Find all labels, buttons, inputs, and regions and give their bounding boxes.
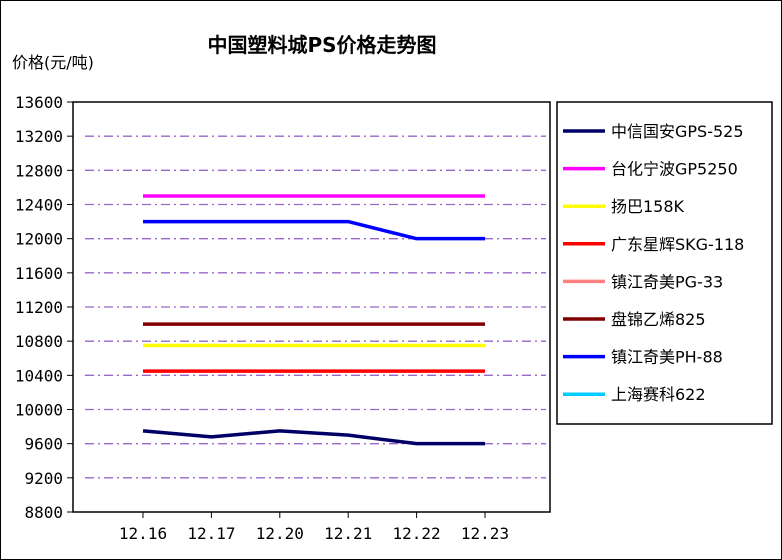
legend-entry-label: 广东星辉SKG-118 <box>611 235 744 254</box>
y-tick-label: 11600 <box>15 264 63 283</box>
y-tick-label: 10400 <box>15 366 63 385</box>
x-tick-label: 12.20 <box>256 524 304 543</box>
series-line-7 <box>143 219 485 241</box>
y-axis-label: 价格(元/吨) <box>12 53 94 72</box>
y-tick-label: 13600 <box>15 93 63 112</box>
y-tick-label: 12800 <box>15 161 63 180</box>
x-tick-label: 12.17 <box>187 524 235 543</box>
legend-entry-label: 台化宁波GP5250 <box>611 160 738 179</box>
x-tick-label: 12.22 <box>393 524 441 543</box>
legend-entry-label: 盘锦乙烯825 <box>611 310 706 329</box>
y-tick-label: 13200 <box>15 127 63 146</box>
legend-entry-label: 扬巴158K <box>611 197 685 216</box>
legend-box <box>556 101 773 425</box>
x-tick-label: 12.23 <box>461 524 509 543</box>
legend-entry-label: 镇江奇美PH-88 <box>611 348 723 367</box>
y-tick-label: 11200 <box>15 298 63 317</box>
y-tick-label: 8800 <box>24 503 63 522</box>
y-tick-label: 9600 <box>24 435 63 454</box>
plot-area: 13600 13200 12800 12400 12000 11600 11200 10800… <box>15 93 551 543</box>
x-tick-label: 12.16 <box>119 524 167 543</box>
legend-entry-label: 中信国安GPS-525 <box>611 122 744 141</box>
y-tick-label: 10000 <box>15 401 63 420</box>
y-tick-label: 12000 <box>15 230 63 249</box>
legend-entry-label: 镇江奇美PG-33 <box>611 272 723 291</box>
y-tick-label: 9200 <box>24 469 63 488</box>
x-tick-label: 12.21 <box>324 524 372 543</box>
y-tick-label: 12400 <box>15 196 63 215</box>
chart-title: 中国塑料城PS价格走势图 <box>207 33 436 57</box>
series-line-1 <box>142 429 485 446</box>
y-tick-label: 10800 <box>15 332 63 351</box>
legend-entry-label: 上海赛科622 <box>611 385 706 404</box>
legend: 中信国安GPS-525 台化宁波GP5250 扬巴158K 广东星辉SKG-118 镇江… <box>556 101 773 425</box>
